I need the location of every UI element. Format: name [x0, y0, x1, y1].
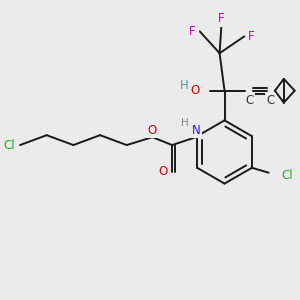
Text: F: F: [248, 30, 255, 43]
Text: F: F: [189, 25, 196, 38]
Text: H: H: [180, 79, 188, 92]
Text: Cl: Cl: [4, 139, 15, 152]
Text: Cl: Cl: [281, 169, 293, 182]
Text: N: N: [191, 124, 200, 137]
Text: C: C: [245, 94, 253, 107]
Text: O: O: [148, 124, 157, 137]
Text: C: C: [267, 94, 275, 107]
Text: O: O: [190, 84, 200, 97]
Text: H: H: [181, 118, 189, 128]
Text: O: O: [158, 165, 167, 178]
Text: F: F: [218, 12, 225, 25]
